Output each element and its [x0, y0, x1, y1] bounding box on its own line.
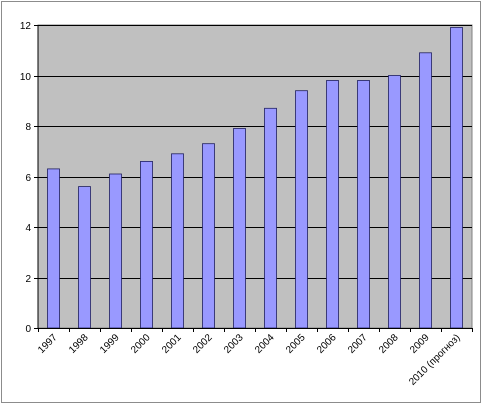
y-axis: 0 2 4 6 8 10 12 [20, 21, 39, 335]
plot-area [37, 24, 473, 329]
bar [450, 27, 463, 329]
y-tick-label: 0 [25, 324, 31, 335]
x-tick-label: 2007 [346, 332, 370, 356]
x-tick-label: 2009 [408, 332, 432, 356]
bar [140, 160, 153, 329]
bar [233, 128, 246, 329]
x-tick-label: 2008 [377, 332, 401, 356]
x-tick-label: 2001 [160, 332, 184, 356]
bar [171, 153, 184, 329]
x-tick-label: 2005 [284, 332, 308, 356]
bar [419, 52, 432, 329]
y-tick-label: 10 [20, 72, 32, 83]
y-tick-label: 4 [25, 223, 31, 234]
bar [357, 80, 370, 329]
bar [264, 107, 277, 329]
x-tick-label: 1998 [67, 332, 91, 356]
bar [388, 75, 401, 329]
bar [47, 168, 60, 329]
bar [295, 90, 308, 329]
x-tick-label: 1999 [98, 332, 122, 356]
bar [78, 186, 91, 329]
bar [202, 143, 215, 329]
y-tick-label: 2 [25, 274, 31, 285]
x-tick-label: 2006 [315, 332, 339, 356]
y-tick-label: 8 [25, 122, 31, 133]
x-tick-label: 1997 [36, 332, 60, 356]
bar [109, 173, 122, 329]
x-tick-label: 2004 [253, 332, 277, 356]
y-tick-label: 6 [25, 173, 31, 184]
x-tick-label: 2002 [191, 332, 215, 356]
x-axis: 1997 1998 1999 2000 2001 2002 2003 2004 2005 2006… [36, 328, 473, 388]
x-tick-label: 2003 [222, 332, 246, 356]
bar [326, 80, 339, 329]
x-tick-label: 2000 [129, 332, 153, 356]
y-tick-label: 12 [20, 21, 32, 32]
